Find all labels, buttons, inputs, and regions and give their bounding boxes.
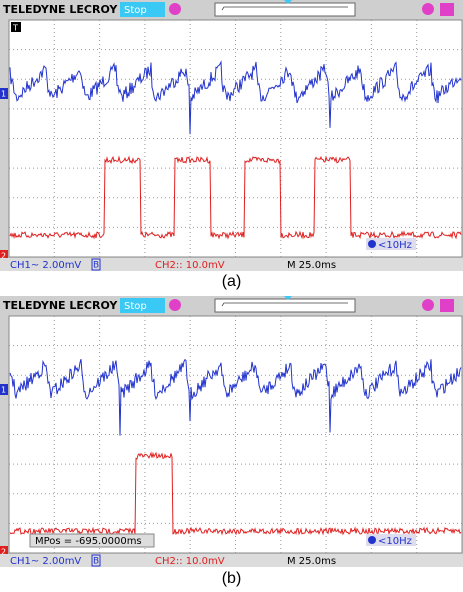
timebase: M 25.0ms <box>287 556 336 567</box>
ch2-trace <box>9 155 462 240</box>
icon <box>169 3 181 15</box>
ch2-trace <box>9 451 462 536</box>
footer-bar <box>0 554 463 567</box>
grid-area <box>8 315 463 554</box>
ch1-label: CH1~ 2.00mV <box>10 556 81 567</box>
icon <box>440 299 454 312</box>
scope-panel: TELEDYNE LECROY Stop T 1 2 <10Hz CH1~ 2.00mV B C… <box>0 0 463 271</box>
timeline-box <box>214 2 356 17</box>
status: Stop <box>124 301 147 312</box>
icon <box>169 299 181 311</box>
grid-area <box>8 19 463 258</box>
ch1-label: CH1~ 2.00mV <box>10 260 81 271</box>
bw-flag: B <box>93 557 99 567</box>
ch1-trace <box>9 60 462 135</box>
icon <box>422 299 434 311</box>
status: Stop <box>124 5 147 16</box>
brand: TELEDYNE LECROY <box>3 299 118 312</box>
ch2-label: CH2:: 10.0mV <box>155 556 225 567</box>
ch1-marker: 1 <box>1 386 6 395</box>
status-box <box>120 298 165 313</box>
mpos: MPos = -695.0000ms <box>35 536 142 547</box>
icon <box>440 3 454 16</box>
timeline-wave <box>221 302 348 307</box>
bw-box <box>91 554 101 567</box>
freq-icon <box>368 536 376 544</box>
trigger-marker: T <box>12 24 18 33</box>
timebase: M 25.0ms <box>287 260 336 271</box>
brand: TELEDYNE LECROY <box>3 3 118 16</box>
trigger-freq: <10Hz <box>378 240 412 251</box>
footer-bar <box>0 258 463 271</box>
trigger-pointer <box>284 0 292 4</box>
icon <box>422 3 434 15</box>
scope-panel: TELEDYNE LECROY Stop 1 2 <10Hz MPos = -695.00… <box>0 296 463 567</box>
caption: (a) <box>221 273 242 290</box>
trigger-pointer <box>284 296 292 300</box>
timeline-wave <box>221 6 348 11</box>
marker-box <box>0 88 8 99</box>
ch2-marker: 2 <box>1 548 6 557</box>
ch2-marker: 2 <box>1 252 6 261</box>
status-box <box>120 2 165 17</box>
bw-flag: B <box>93 261 99 271</box>
ch2-label: CH2:: 10.0mV <box>155 260 225 271</box>
marker-box <box>0 250 8 261</box>
mpos-box <box>29 533 155 548</box>
freq-box <box>366 238 416 250</box>
freq-icon <box>368 240 376 248</box>
marker-box <box>0 546 8 557</box>
marker-box <box>11 22 21 32</box>
caption: (b) <box>221 570 242 587</box>
timeline-box <box>214 298 356 313</box>
freq-box <box>366 534 416 546</box>
marker-box <box>0 384 8 395</box>
ch1-trace <box>9 358 462 436</box>
ch1-marker: 1 <box>1 90 6 99</box>
bw-box <box>91 258 101 271</box>
trigger-freq: <10Hz <box>378 536 412 547</box>
